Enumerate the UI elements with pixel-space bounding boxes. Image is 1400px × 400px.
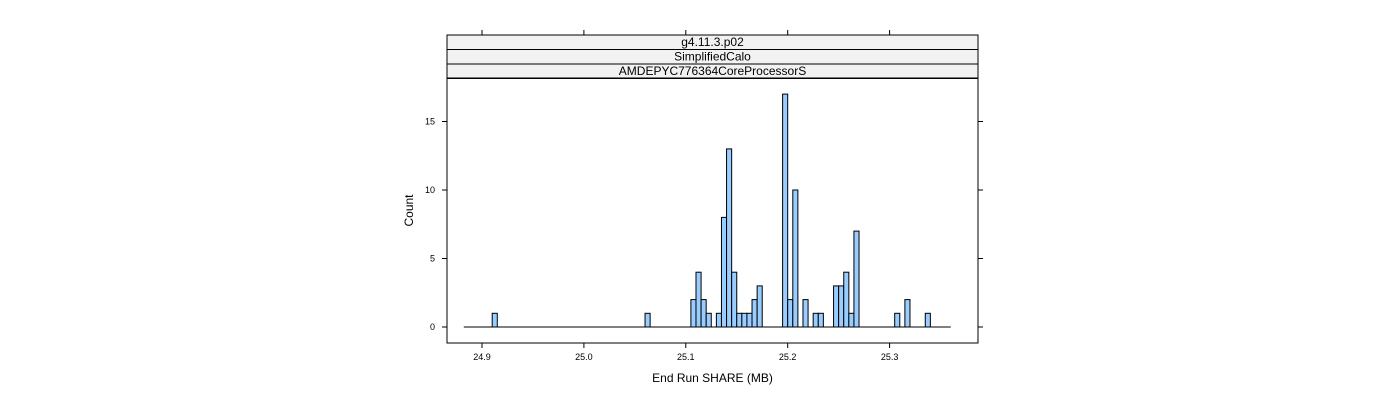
histogram-bar — [853, 230, 860, 328]
strip-label: SimplifiedCalo — [674, 50, 751, 64]
y-tick-label: 5 — [430, 254, 435, 264]
histogram-bar — [792, 189, 799, 328]
histogram-bar — [924, 312, 931, 328]
x-tick-label: 25.3 — [881, 352, 899, 362]
histogram-bar — [746, 312, 753, 328]
y-tick-label: 0 — [430, 322, 435, 332]
histogram-bar — [741, 312, 748, 328]
histogram-bar — [700, 299, 707, 328]
x-axis-label: End Run SHARE (MB) — [652, 371, 773, 385]
histogram-bar — [690, 299, 697, 328]
y-axis: 0 5 10 15 — [425, 117, 983, 332]
y-axis-label: Count — [402, 194, 416, 227]
x-tick-label: 25.0 — [575, 352, 593, 362]
histogram-bar — [751, 299, 758, 328]
histogram-bar — [756, 285, 763, 328]
x-tick-label: 25.1 — [677, 352, 695, 362]
histogram-bar — [802, 299, 809, 328]
histogram-bar — [644, 312, 651, 328]
plot-panel — [446, 77, 979, 344]
histogram-bar — [848, 312, 855, 328]
histogram-bar — [894, 312, 901, 328]
y-tick-label: 10 — [425, 185, 435, 195]
histogram-bar — [787, 299, 794, 328]
histogram-bar — [838, 285, 845, 328]
histogram-bar — [695, 271, 702, 328]
x-axis: 24.9 25.0 25.1 25.2 25.3 — [473, 30, 898, 362]
histogram-bar — [715, 312, 722, 328]
histogram-bar — [491, 312, 498, 328]
histogram-bar — [736, 312, 743, 328]
histogram-bar — [726, 148, 733, 328]
histogram-bar — [720, 216, 728, 328]
strip-headers: g4.11.3.p02SimplifiedCaloAMDEPYC776364Co… — [446, 34, 979, 79]
histogram-bar — [904, 299, 911, 328]
strip-label: AMDEPYC776364CoreProcessorS — [619, 64, 806, 78]
histogram-bar — [817, 312, 824, 328]
x-tick-label: 25.2 — [779, 352, 797, 362]
histogram-bar — [705, 312, 712, 328]
histogram-bar — [731, 271, 738, 328]
x-tick-label: 24.9 — [473, 352, 491, 362]
y-tick-label: 15 — [425, 117, 435, 127]
histogram-bar — [812, 312, 819, 328]
histogram-bar — [833, 285, 840, 328]
histogram-bars — [491, 93, 931, 328]
strip-label: g4.11.3.p02 — [681, 35, 744, 49]
histogram-bar — [782, 93, 789, 328]
histogram-bar — [843, 271, 850, 328]
